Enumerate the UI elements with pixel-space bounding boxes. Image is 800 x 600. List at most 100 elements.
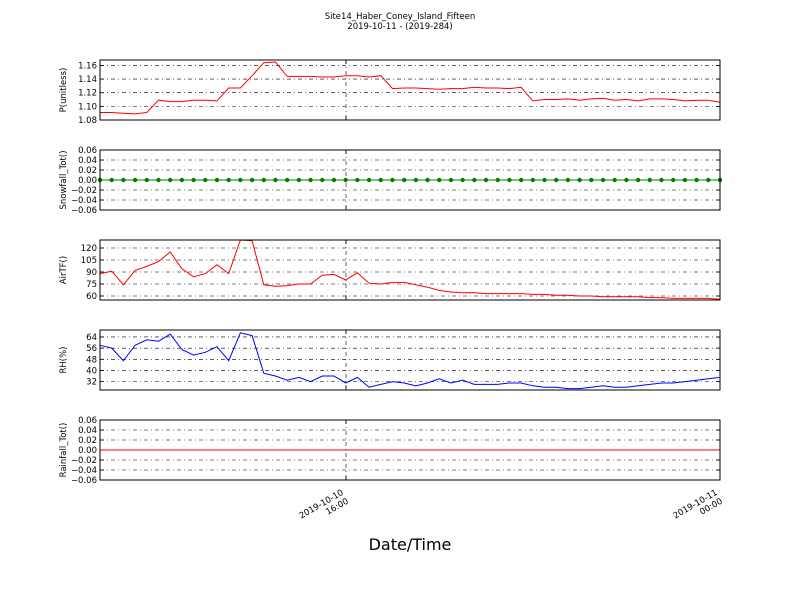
series-point — [390, 177, 395, 183]
series-point — [343, 177, 348, 183]
series-point — [401, 177, 407, 183]
y-tick-label: 90 — [86, 268, 97, 278]
series-point — [542, 177, 547, 183]
series-point — [448, 177, 454, 183]
y-tick-label: 48 — [86, 355, 97, 365]
series-point — [554, 177, 559, 183]
y-tick-label: 1.10 — [78, 102, 97, 112]
series-point — [647, 177, 653, 183]
series-point — [308, 177, 313, 183]
panel-2: −0.06−0.04−0.020.000.020.040.06 Snowfall_… — [59, 146, 723, 216]
y-tick-label: 40 — [86, 366, 97, 376]
y-axis-label: Rainfall_Tot() — [59, 423, 69, 478]
y-axis-label: Snowfall_Tot() — [59, 150, 69, 209]
series-point — [577, 177, 582, 183]
series-point — [179, 177, 185, 183]
series-point — [600, 177, 606, 183]
series-line — [100, 61, 721, 115]
chart-title: Site14_Haber_Coney_Island_Fifteen — [325, 12, 476, 22]
panel-frame — [99, 59, 721, 121]
x-tick-label: 2019-10-1100:00 — [672, 488, 725, 530]
series-point — [425, 177, 430, 183]
y-tick-label: −0.06 — [71, 476, 97, 486]
series-point — [706, 177, 711, 183]
y-tick-label: 105 — [81, 256, 97, 266]
y-tick-label: 1.12 — [78, 89, 97, 99]
y-tick-label: 0.02 — [78, 166, 97, 176]
panel-1: 1.08 1.10 1.12 1.14 1.16 P(unitless) — [59, 59, 721, 126]
series-point — [635, 177, 641, 183]
y-tick-label: −0.02 — [71, 186, 97, 196]
y-tick-label: 60 — [86, 292, 97, 302]
y-tick-label: 0.04 — [78, 426, 97, 436]
series-point — [518, 177, 524, 183]
y-tick-label: 1.16 — [78, 61, 97, 71]
series-point — [472, 177, 477, 183]
y-tick-label: −0.04 — [71, 196, 97, 206]
y-tick-label: 0.00 — [78, 176, 97, 186]
series-point — [296, 177, 302, 183]
series-point — [121, 177, 126, 183]
series-point — [589, 177, 594, 183]
series-point — [331, 177, 337, 183]
series-point — [355, 177, 360, 183]
series-point — [437, 177, 442, 183]
series-point — [612, 177, 617, 183]
y-tick-label: 0.02 — [78, 436, 97, 446]
series-point — [144, 177, 149, 183]
y-axis-label: RH(%) — [59, 346, 69, 373]
y-tick-label: 1.14 — [78, 75, 97, 85]
panel-frame — [99, 149, 721, 211]
y-tick-label: 56 — [86, 344, 97, 354]
y-tick-label: 1.08 — [78, 116, 97, 126]
y-tick-label: 0.00 — [78, 446, 97, 456]
panel-5: −0.06−0.04−0.020.000.020.040.06 Rainfall_… — [59, 416, 721, 486]
series-point — [284, 177, 290, 183]
series-point — [507, 177, 512, 183]
y-tick-label: −0.04 — [71, 466, 97, 476]
panel-frame — [99, 329, 721, 391]
panels-group: 1.081.101.121.141.16P(unitless)−0.06−0.0… — [59, 59, 725, 530]
series-point — [226, 177, 231, 183]
series-point — [203, 177, 208, 183]
panel-frame — [99, 419, 721, 481]
y-tick-label: 0.06 — [78, 416, 97, 426]
series-line — [99, 239, 721, 300]
series-line — [99, 332, 721, 390]
series-point — [483, 177, 489, 183]
series-point — [238, 177, 243, 183]
x-axis-label: Date/Time — [369, 535, 452, 554]
series-point — [109, 177, 114, 183]
y-tick-label: 75 — [86, 280, 97, 290]
y-tick-label: 0.04 — [78, 156, 97, 166]
panel-frame — [99, 239, 721, 301]
series-point — [132, 177, 138, 183]
y-tick-label: 64 — [86, 333, 97, 343]
series-point — [156, 177, 161, 183]
y-tick-label: −0.06 — [71, 206, 97, 216]
y-tick-label: 0.06 — [78, 146, 97, 156]
series-point — [378, 177, 383, 183]
series-point — [565, 177, 571, 183]
x-tick-label: 2019-10-1016:00 — [298, 488, 351, 530]
series-point — [460, 177, 465, 183]
series-point — [191, 177, 196, 183]
chart-subtitle: 2019-10-11 - (2019-284) — [347, 22, 452, 32]
series-point — [682, 177, 688, 183]
series-point — [273, 177, 278, 183]
series-point — [366, 177, 372, 183]
series-point — [694, 177, 699, 183]
y-tick-label: 32 — [86, 378, 97, 388]
series-point — [261, 177, 266, 183]
series-point — [167, 177, 173, 183]
panel-3: 60 75 90 105 120 AirTF() — [59, 239, 721, 302]
series-point — [659, 177, 664, 183]
series-point — [214, 177, 220, 183]
series-point — [320, 177, 325, 183]
y-tick-label: −0.02 — [71, 456, 97, 466]
y-axis-label: AirTF() — [59, 256, 69, 284]
series-point — [530, 177, 536, 183]
y-tick-label: 120 — [81, 244, 97, 254]
